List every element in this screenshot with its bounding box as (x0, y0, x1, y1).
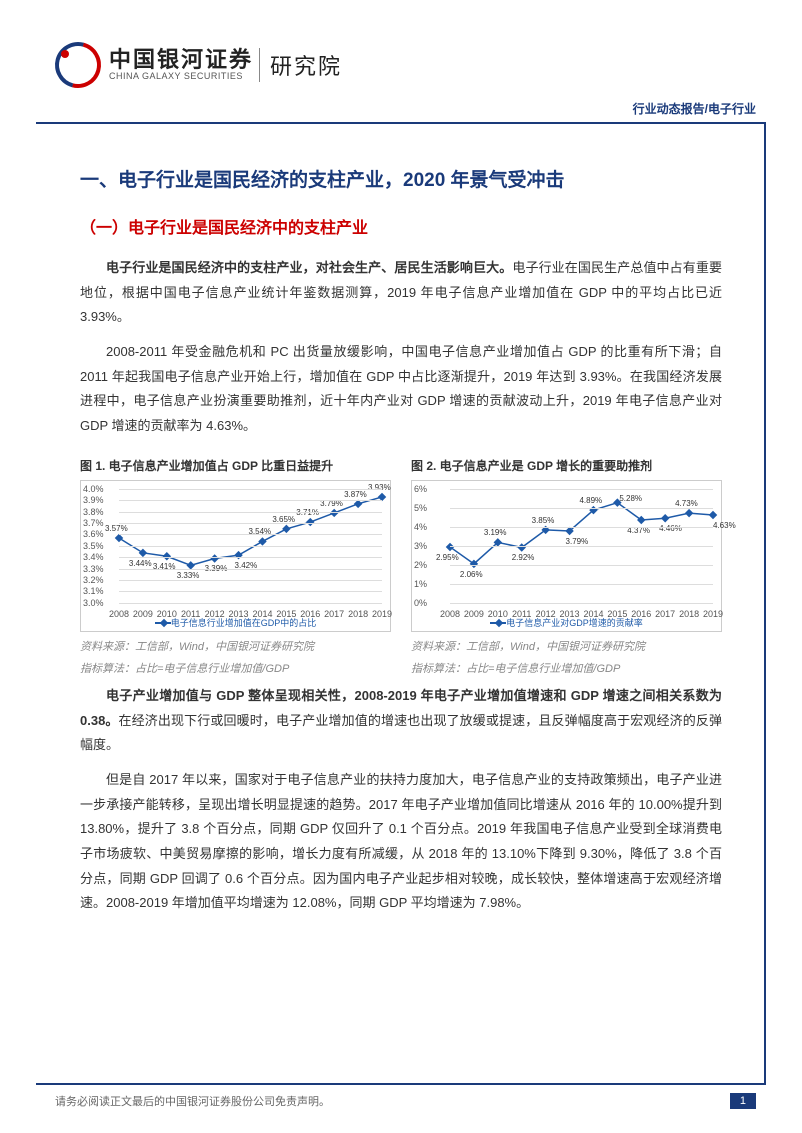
content-area: 一、电子行业是国民经济的支柱产业，2020 年景气受冲击 （一）电子行业是国民经… (80, 165, 722, 926)
p3-rest: 在经济出现下行或回暖时，电子产业增加值的增速也出现了放缓或提速，且反弹幅度高于宏… (80, 713, 722, 753)
brand-name-cn: 中国银河证券 (109, 49, 253, 71)
logo-icon (55, 42, 101, 88)
footer-disclaimer: 请务必阅读正文最后的中国银河证券股份公司免责声明。 (55, 1093, 330, 1109)
footer: 请务必阅读正文最后的中国银河证券股份公司免责声明。 1 (55, 1093, 756, 1109)
chart-1-block: 图 1. 电子信息产业增加值占 GDP 比重日益提升 3.57%3.44%3.4… (80, 457, 391, 676)
heading-2: （一）电子行业是国民经济中的支柱产业 (80, 214, 722, 238)
header: 中国银河证券 CHINA GALAXY SECURITIES 研究院 (55, 42, 342, 88)
chart-1-title: 图 1. 电子信息产业增加值占 GDP 比重日益提升 (80, 457, 391, 474)
paragraph-4: 但是自 2017 年以来，国家对于电子信息产业的扶持力度加大，电子信息产业的支持… (80, 768, 722, 916)
frame-top (36, 122, 766, 124)
chart-2-block: 图 2. 电子信息产业是 GDP 增长的重要助推剂 2.95%2.06%3.19… (411, 457, 722, 676)
breadcrumb: 行业动态报告/电子行业 (633, 100, 756, 117)
chart-2-title: 图 2. 电子信息产业是 GDP 增长的重要助推剂 (411, 457, 722, 474)
frame-right (764, 122, 766, 1085)
chart-2-note: 指标算法：占比=电子信息行业增加值/GDP (411, 660, 722, 676)
chart-1-note: 指标算法：占比=电子信息行业增加值/GDP (80, 660, 391, 676)
charts-row: 图 1. 电子信息产业增加值占 GDP 比重日益提升 3.57%3.44%3.4… (80, 457, 722, 676)
brand-suffix: 研究院 (270, 49, 342, 81)
brand-block: 中国银河证券 CHINA GALAXY SECURITIES (109, 49, 253, 81)
chart-2-source: 资料来源：工信部，Wind，中国银河证券研究院 (411, 638, 722, 654)
paragraph-2: 2008-2011 年受金融危机和 PC 出货量放缓影响，中国电子信息产业增加值… (80, 340, 722, 439)
brand-name-en: CHINA GALAXY SECURITIES (109, 71, 253, 81)
page: 中国银河证券 CHINA GALAXY SECURITIES 研究院 行业动态报… (0, 0, 802, 1133)
chart-2: 2.95%2.06%3.19%2.92%3.85%3.79%4.89%5.28%… (411, 480, 722, 632)
frame-bottom (36, 1083, 766, 1085)
chart-1: 3.57%3.44%3.41%3.33%3.39%3.42%3.54%3.65%… (80, 480, 391, 632)
p1-bold: 电子行业是国民经济中的支柱产业，对社会生产、居民生活影响巨大。 (106, 260, 512, 275)
paragraph-3: 电子产业增加值与 GDP 整体呈现相关性，2008-2019 年电子产业增加值增… (80, 684, 722, 758)
brand-separator (259, 48, 260, 82)
paragraph-1: 电子行业是国民经济中的支柱产业，对社会生产、居民生活影响巨大。电子行业在国民生产… (80, 256, 722, 330)
chart-1-source: 资料来源：工信部，Wind，中国银河证券研究院 (80, 638, 391, 654)
heading-1: 一、电子行业是国民经济的支柱产业，2020 年景气受冲击 (80, 165, 722, 192)
page-number: 1 (730, 1093, 756, 1109)
